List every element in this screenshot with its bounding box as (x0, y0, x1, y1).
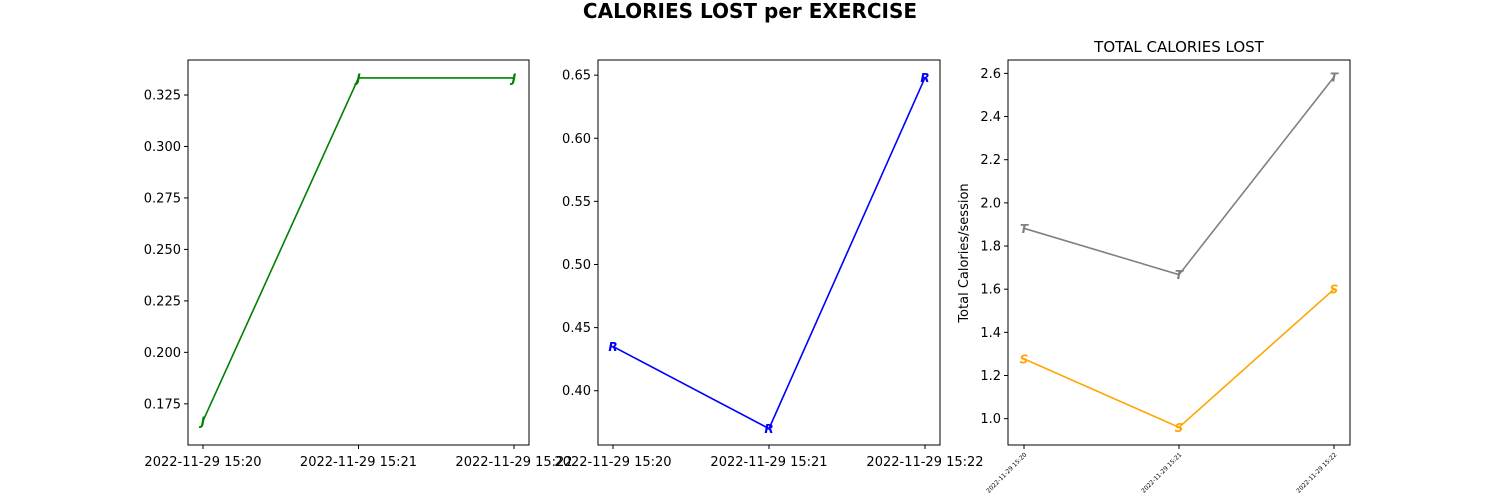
y-tick-label: 2.4 (980, 110, 1001, 125)
x-tick-label: 2022-11-29 15:21 (300, 455, 417, 470)
x-tick-label: 2022-11-29 15:20 (985, 451, 1028, 494)
y-tick-label: 0.200 (144, 346, 181, 361)
data-point-marker: R (608, 340, 617, 354)
y-tick-label: 0.175 (144, 397, 181, 412)
series-line-total-0 (1023, 76, 1335, 276)
plot-frame-running (597, 59, 941, 446)
y-tick-label: 0.45 (562, 321, 591, 336)
data-point-marker: R (764, 422, 773, 436)
data-point-marker: J (199, 414, 206, 428)
y-tick-label: 1.6 (980, 283, 1001, 298)
y-tick-label: 0.50 (562, 258, 591, 273)
plot-frame-total (1007, 59, 1351, 446)
x-tick-label: 2022-11-29 15:22 (1295, 451, 1338, 494)
y-tick-label: 0.40 (562, 384, 591, 399)
series-line-total-1 (1023, 288, 1335, 429)
y-tick-label: 0.325 (144, 89, 181, 104)
plot-frame-jumping (187, 59, 530, 446)
y-tick-label: 2.2 (980, 153, 1001, 168)
x-tick-label: 2022-11-29 15:20 (554, 455, 671, 470)
x-tick-label: 2022-11-29 15:20 (144, 455, 261, 470)
y-tick-label: 0.60 (562, 132, 591, 147)
y-tick-label: 0.225 (144, 294, 181, 309)
data-point-marker: T (1020, 222, 1029, 236)
x-tick-label: 2022-11-29 15:21 (710, 455, 827, 470)
y-tick-label: 0.65 (562, 69, 591, 84)
data-point-marker: J (354, 71, 361, 85)
data-point-marker: T (1330, 71, 1339, 85)
data-point-marker: T (1175, 268, 1184, 282)
panel-running: 0.40 0.45 0.50 0.55 0.60 0.65 2022-11-29 15:20… (554, 59, 984, 470)
y-tick-label: 1.8 (980, 240, 1001, 255)
y-tick-label: 0.55 (562, 195, 591, 210)
y-tick-label: 1.2 (980, 369, 1001, 384)
x-tick-label: 2022-11-29 15:22 (866, 455, 983, 470)
y-tick-label: 2.6 (980, 67, 1001, 82)
data-point-marker: S (1020, 352, 1029, 366)
y-tick-label: 0.275 (144, 191, 181, 206)
panel-jumping: 0.175 0.200 0.225 0.250 0.275 0.300 0.325 2022-… (144, 59, 573, 470)
data-point-marker: R (920, 71, 929, 85)
series-line-jumping-0 (202, 77, 514, 422)
x-tick-label: 2022-11-29 15:21 (1140, 451, 1183, 494)
panel-total-ylabel: Total Calories/session (957, 183, 972, 323)
y-tick-label: 0.300 (144, 140, 181, 155)
data-point-marker: J (510, 71, 517, 85)
figure-suptitle: CALORIES LOST per EXERCISE (583, 0, 917, 23)
panel-total: TOTAL CALORIES LOST Total Calories/sessi… (957, 38, 1351, 495)
data-point-marker: S (1175, 421, 1184, 435)
panel-total-title: TOTAL CALORIES LOST (1093, 38, 1264, 56)
x-tick-label: 2022-11-29 15:22 (455, 455, 572, 470)
y-tick-label: 0.250 (144, 243, 181, 258)
y-tick-label: 1.4 (980, 326, 1001, 341)
series-line-running-0 (612, 77, 926, 430)
y-tick-label: 2.0 (980, 196, 1001, 211)
data-point-marker: S (1330, 283, 1339, 297)
y-tick-label: 1.0 (980, 412, 1001, 427)
